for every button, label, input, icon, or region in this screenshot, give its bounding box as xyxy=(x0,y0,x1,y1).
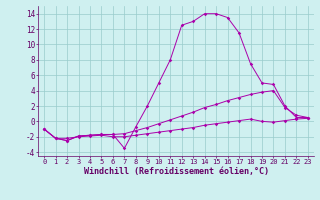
X-axis label: Windchill (Refroidissement éolien,°C): Windchill (Refroidissement éolien,°C) xyxy=(84,167,268,176)
